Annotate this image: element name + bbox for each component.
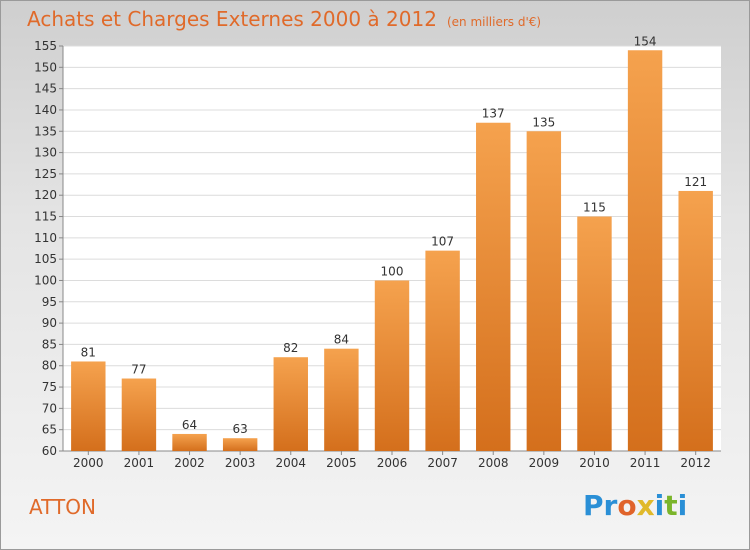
data-label: 137 (482, 107, 505, 121)
data-label: 154 (634, 34, 657, 48)
logo-letter: x (636, 489, 655, 522)
y-tick-label: 140 (34, 103, 57, 117)
chart-title: Achats et Charges Externes 2000 à 2012 (27, 7, 437, 31)
data-label: 82 (283, 341, 298, 355)
commune-name: ATTON (29, 495, 96, 519)
y-tick-label: 145 (34, 82, 57, 96)
bar (374, 280, 410, 451)
y-tick-label: 155 (34, 39, 57, 53)
bar (273, 357, 308, 451)
data-label: 135 (532, 115, 555, 129)
y-tick-label: 110 (34, 231, 57, 245)
y-tick-label: 130 (34, 146, 57, 160)
logo-letter: i (654, 489, 665, 522)
proxiti-logo: Proxiti (583, 489, 687, 522)
data-label: 64 (182, 418, 197, 432)
x-tick-label: 2000 (73, 456, 104, 470)
y-tick-label: 135 (34, 124, 57, 138)
chart-subtitle: (en milliers d'€) (446, 15, 542, 29)
x-tick-label: 2011 (630, 456, 661, 470)
y-tick-label: 120 (34, 188, 57, 202)
bar (222, 438, 258, 451)
data-label: 84 (334, 333, 349, 347)
y-tick-label: 65 (42, 423, 57, 437)
x-tick-label: 2001 (124, 456, 155, 470)
logo-letter: o (617, 489, 637, 522)
y-tick-label: 90 (42, 316, 57, 330)
bar (172, 433, 207, 451)
data-label: 121 (684, 175, 707, 189)
x-tick-label: 2003 (225, 456, 256, 470)
y-tick-label: 70 (42, 401, 57, 415)
x-tick-label: 2005 (326, 456, 357, 470)
data-label: 115 (583, 201, 606, 215)
bar (678, 190, 713, 451)
bar (526, 131, 562, 451)
y-tick-label: 105 (34, 252, 57, 266)
x-tick-label: 2010 (579, 456, 610, 470)
y-tick-label: 85 (42, 337, 57, 351)
x-tick-label: 2002 (174, 456, 205, 470)
y-tick-label: 80 (42, 359, 57, 373)
logo-letter: P (583, 489, 604, 522)
bar (577, 216, 612, 451)
logo-letter: i (677, 489, 688, 522)
y-tick-label: 125 (34, 167, 57, 181)
x-tick-label: 2004 (275, 456, 306, 470)
data-label: 63 (233, 422, 248, 436)
logo-letter: t (664, 489, 678, 522)
data-label: 100 (381, 264, 404, 278)
data-label: 81 (81, 345, 96, 359)
chart-title-block: Achats et Charges Externes 2000 à 2012 (e… (27, 7, 541, 31)
bar (121, 378, 157, 451)
y-tick-label: 115 (34, 210, 57, 224)
x-tick-label: 2009 (529, 456, 560, 470)
logo-letter: r (603, 489, 618, 522)
bar (627, 50, 663, 452)
x-tick-label: 2012 (680, 456, 711, 470)
x-tick-label: 2007 (427, 456, 458, 470)
y-tick-label: 95 (42, 295, 57, 309)
bar (324, 348, 359, 451)
data-label: 107 (431, 235, 454, 249)
x-tick-label: 2008 (478, 456, 509, 470)
y-tick-label: 75 (42, 380, 57, 394)
bar (425, 250, 460, 451)
y-tick-label: 100 (34, 273, 57, 287)
data-label: 77 (131, 363, 146, 377)
bar (71, 361, 106, 451)
x-tick-label: 2006 (377, 456, 408, 470)
y-tick-label: 60 (42, 444, 57, 458)
y-tick-label: 150 (34, 60, 57, 74)
bar (476, 122, 511, 451)
